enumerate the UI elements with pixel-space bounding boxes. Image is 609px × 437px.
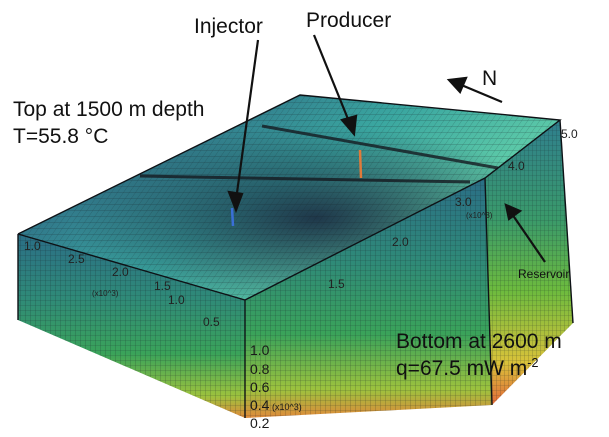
north-arrowhead-icon — [446, 76, 468, 94]
vertical-axis-ticks: 1.0 0.8 0.6 0.4 0.2 (x10^3) — [250, 342, 302, 431]
heat-flow-value: q=67.5 mW m — [396, 357, 528, 380]
vertical-tick: 0.4 — [250, 397, 270, 413]
model-front-face — [18, 178, 492, 418]
vertical-tick: 0.8 — [250, 361, 270, 377]
vertical-tick: 1.0 — [250, 342, 270, 358]
top-depth-label: Top at 1500 m depth — [13, 98, 205, 121]
injector-well — [230, 207, 235, 227]
model-outline — [17, 94, 574, 418]
right-tick: 4.0 — [508, 159, 525, 173]
annotation-arrows — [227, 34, 546, 263]
x-unit: (x10^3) — [92, 289, 119, 298]
reservoir-arrow — [511, 213, 546, 263]
reservoir-arrowhead-icon — [504, 203, 523, 221]
injector-arrowhead-icon — [227, 190, 244, 214]
x-tick: 1.0 — [168, 293, 185, 307]
right-axis-ticks: 5.0 4.0 3.0 2.0 1.5 (x10^3) — [328, 127, 578, 291]
heat-flow-exponent: -2 — [527, 356, 539, 370]
producer-well — [358, 149, 363, 179]
producer-arrowhead-icon — [340, 114, 358, 137]
north-arrow — [458, 82, 503, 104]
right-tick: 2.0 — [392, 235, 409, 249]
injector-arrow — [234, 39, 260, 201]
vertical-tick: 0.2 — [250, 415, 270, 431]
right-tick: 5.0 — [561, 127, 578, 141]
north-label: N — [482, 67, 498, 90]
x-tick: 1.5 — [154, 279, 171, 293]
model-top-face — [18, 95, 560, 300]
producer-label: Producer — [306, 9, 392, 32]
right-tick: 3.0 — [455, 195, 472, 209]
injector-label: Injector — [194, 15, 263, 38]
cross-line-ns — [139, 174, 471, 184]
bottom-depth-label: Bottom at 2600 m — [396, 330, 562, 353]
vertical-unit: (x10^3) — [272, 402, 302, 412]
x-tick: 2.0 — [112, 265, 129, 279]
model-right-face — [485, 120, 573, 405]
top-temperature-label: T=55.8 °C — [13, 125, 109, 148]
x-tick: 0.5 — [203, 315, 220, 329]
x-tick: 2.5 — [68, 252, 85, 266]
right-tick: 1.5 — [328, 277, 345, 291]
heat-flow-label: q=67.5 mW m-2 — [396, 356, 539, 380]
right-unit: (x10^3) — [466, 211, 493, 220]
reservoir-label: Reservoir — [518, 267, 570, 281]
vertical-tick: 0.6 — [250, 379, 270, 395]
x-tick: 1.0 — [24, 239, 41, 253]
front-axis-ticks: 1.0 2.5 2.0 1.5 1.0 0.5 (x10^3) — [24, 239, 220, 329]
cross-line-ew — [261, 124, 499, 170]
producer-arrow — [312, 34, 352, 125]
